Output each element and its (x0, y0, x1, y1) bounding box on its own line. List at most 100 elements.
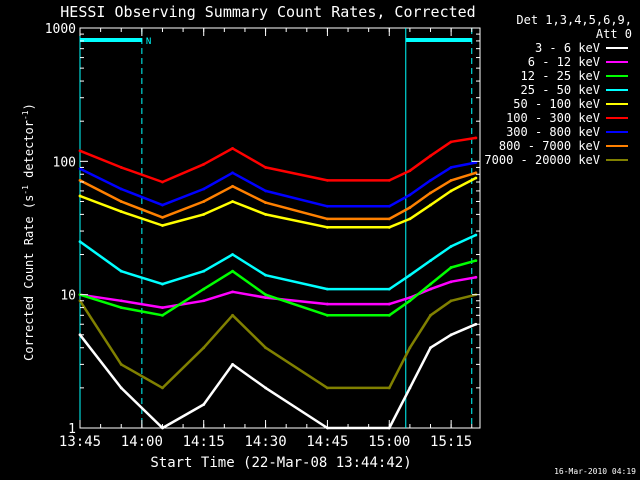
series-5-point-1 (119, 166, 123, 169)
x-tick-label-0: 13:45 (59, 434, 101, 450)
legend-label-5: 100 - 300 keV (506, 111, 600, 125)
series-7-point-0 (78, 178, 82, 182)
series-4-point-3 (202, 212, 206, 216)
series-8-point-7 (387, 386, 391, 390)
y-tick-labels: 1 10 100 1000 (45, 22, 76, 437)
legend-label-0: 3 - 6 keV (535, 41, 600, 55)
series-7-point-9 (429, 191, 432, 195)
series-1-point-5 (264, 296, 267, 300)
series-4-point-0 (78, 194, 82, 198)
series-5-point-4 (231, 147, 234, 150)
series-6-point-2 (161, 203, 164, 207)
series-5-point-5 (264, 166, 267, 169)
series-2-point-3 (202, 287, 206, 291)
legend-label-6: 300 - 800 keV (506, 125, 600, 139)
series-1-point-4 (231, 290, 234, 294)
series-0-point-4 (231, 362, 234, 366)
y-tick-label-0: 1 (68, 422, 76, 437)
series-8-point-1 (119, 362, 123, 366)
series-4-point-5 (264, 212, 267, 216)
x-tick-label-6: 15:15 (430, 434, 472, 450)
series-7-point-4 (231, 184, 234, 188)
series-1-point-6 (326, 302, 329, 306)
series-2-point-1 (119, 306, 123, 309)
series-5-point-9 (429, 154, 432, 158)
series-3-point-7 (387, 287, 391, 291)
series-0-point-9 (429, 346, 432, 350)
timestamp: 16-Mar-2010 04:19 (554, 467, 636, 476)
series-6-point-8 (408, 193, 412, 197)
series-5-point-2 (161, 180, 164, 184)
x-tick-label-2: 14:15 (183, 434, 225, 450)
series-6-point-7 (387, 204, 391, 208)
series-0-point-3 (202, 403, 206, 406)
series-3-point-5 (264, 273, 267, 277)
series-2-point-11 (474, 259, 478, 263)
legend-label-7: 800 - 7000 keV (499, 139, 600, 153)
series-3-point-0 (78, 240, 82, 244)
x-tick-label-1: 14:00 (121, 434, 163, 450)
series-7-point-2 (161, 215, 164, 219)
data-series (78, 136, 478, 430)
series-4-point-7 (387, 225, 391, 229)
series-0-point-11 (474, 322, 478, 326)
legend-header-line-1: Det 1,3,4,5,6,9, (516, 13, 632, 27)
series-5-point-6 (326, 178, 329, 182)
axis-ticks (79, 27, 480, 429)
series-5-point-0 (78, 149, 82, 153)
series-4-point-11 (474, 176, 478, 180)
legend-label-2: 12 - 25 keV (521, 69, 600, 83)
y-tick-label-1: 10 (60, 289, 76, 304)
series-0-point-8 (408, 386, 412, 390)
series-4-point-6 (326, 225, 329, 229)
series-8-point-9 (429, 313, 432, 317)
series-6-point-5 (264, 189, 267, 193)
series-line-6 (79, 161, 477, 208)
series-2-point-8 (408, 299, 412, 303)
series-7-point-6 (326, 217, 329, 221)
series-line-8 (78, 293, 477, 390)
series-2-point-2 (161, 313, 164, 317)
series-6-point-4 (231, 171, 234, 175)
series-8-point-6 (326, 386, 329, 390)
series-2-point-7 (387, 313, 391, 317)
y-axis-label-suffix: ) (22, 103, 36, 110)
series-4-point-4 (231, 200, 234, 203)
series-3-point-1 (119, 269, 123, 273)
series-1-point-10 (449, 280, 453, 284)
series-3-point-11 (474, 233, 478, 237)
series-6-point-3 (202, 187, 206, 191)
y-tick-label-3: 1000 (45, 22, 76, 37)
series-5-point-11 (474, 136, 478, 140)
series-5-point-7 (387, 178, 391, 182)
series-7-point-11 (474, 171, 478, 175)
series-0-point-1 (119, 386, 123, 390)
legend-header-line-2: Att 0 (596, 27, 632, 41)
series-2-point-9 (429, 282, 432, 286)
series-line-4 (79, 176, 477, 229)
series-7-point-1 (119, 200, 123, 203)
chart-title: HESSI Observing Summary Count Rates, Cor… (60, 3, 475, 21)
series-4-point-2 (161, 224, 164, 227)
series-3-point-2 (161, 282, 164, 286)
series-1-point-9 (429, 287, 432, 291)
series-line-7 (79, 171, 477, 221)
series-1-point-7 (387, 302, 391, 306)
y-axis-label-mid: detector (22, 120, 36, 185)
series-2-point-6 (326, 313, 329, 317)
x-tick-label-3: 14:30 (244, 434, 286, 450)
series-4-point-9 (429, 203, 432, 207)
series-line-1 (79, 276, 477, 309)
series-6-point-6 (326, 204, 329, 208)
x-tick-label-5: 15:00 (368, 434, 410, 450)
x-tick-label-4: 14:45 (306, 434, 348, 450)
series-3-point-3 (202, 269, 206, 273)
legend-label-8: 7000 - 20000 keV (484, 153, 600, 167)
series-0-point-5 (264, 386, 267, 390)
series-line-3 (79, 233, 477, 291)
series-3-point-9 (429, 259, 432, 263)
series-7-point-3 (202, 200, 206, 203)
series-6-point-1 (119, 187, 123, 191)
